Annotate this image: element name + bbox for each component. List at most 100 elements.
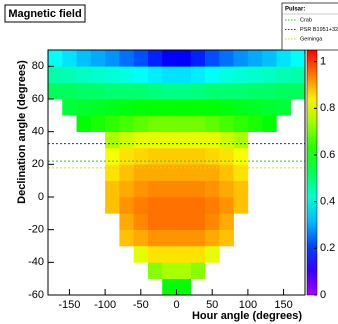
heat-cell [262, 66, 277, 83]
heat-cell [133, 82, 149, 100]
y-tick-label: -40 [28, 256, 44, 268]
heat-cell [190, 82, 206, 100]
heat-cell [147, 229, 163, 247]
heat-cell [290, 66, 306, 83]
heat-cell [205, 50, 220, 67]
heat-cell [219, 148, 234, 165]
heat-cell [190, 213, 206, 230]
heat-cell [247, 115, 263, 132]
y-tick-label: -60 [28, 289, 44, 301]
y-tick-label: 40 [32, 126, 44, 138]
heat-cell [162, 131, 177, 149]
heat-cell [233, 131, 249, 149]
heat-cell [190, 197, 206, 214]
legend-label: Crab [300, 17, 312, 23]
colorbar [306, 49, 318, 296]
heat-cell [205, 66, 220, 83]
heat-cell [90, 99, 106, 116]
heat-cell [176, 262, 192, 279]
heat-cell [48, 82, 63, 100]
heat-cell [147, 262, 163, 279]
colorbar-tick-label: 0.6 [320, 149, 335, 161]
heat-cell [90, 82, 106, 100]
heat-cell [133, 131, 149, 149]
y-tick-label: 80 [32, 60, 44, 72]
heat-cell [147, 99, 163, 116]
heat-cell [147, 82, 163, 100]
heat-cell [190, 229, 206, 247]
heat-cell [276, 99, 292, 116]
heat-cell [205, 164, 220, 181]
x-tick-label: 0 [173, 299, 179, 311]
heat-cell [133, 213, 149, 230]
colorbar-tick-label: 0 [320, 289, 326, 301]
heat-cell [147, 180, 163, 198]
heat-cell [219, 82, 234, 100]
heat-cell [133, 180, 149, 198]
heat-cell [147, 246, 163, 263]
title-box [4, 4, 86, 23]
heat-cell [105, 197, 120, 214]
heat-cell [162, 213, 177, 230]
heat-cell [90, 50, 106, 67]
heat-cell [205, 115, 220, 132]
heat-cell [162, 148, 177, 165]
heat-cell [233, 50, 249, 67]
heat-cell [176, 229, 192, 247]
heat-cell [219, 180, 234, 198]
heat-cell [119, 82, 134, 100]
heat-cell [147, 50, 163, 67]
heat-cell [119, 50, 134, 67]
heat-cell [147, 66, 163, 83]
heat-cell [119, 180, 134, 198]
heat-cell [190, 148, 206, 165]
heat-cell [176, 82, 192, 100]
heat-cell [176, 278, 192, 296]
heat-cell [205, 180, 220, 198]
heat-cell [176, 115, 192, 132]
x-tick-label: -100 [94, 299, 116, 311]
heat-cell [90, 66, 106, 83]
heat-cell [205, 213, 220, 230]
heat-cell [190, 180, 206, 198]
heat-cell [147, 115, 163, 132]
heat-cell [133, 115, 149, 132]
heat-cell [133, 197, 149, 214]
heat-cell [133, 50, 149, 67]
heat-cell [219, 99, 234, 116]
heat-cell [247, 66, 263, 83]
heat-cell [205, 131, 220, 149]
heat-cell [105, 50, 120, 67]
heat-cell [233, 115, 249, 132]
heat-cell [176, 131, 192, 149]
heat-cell [119, 229, 134, 247]
heat-cell [162, 164, 177, 181]
heat-cell [176, 148, 192, 165]
heat-cell [119, 164, 134, 181]
heat-cell [133, 66, 149, 83]
heat-cell [219, 50, 234, 67]
heat-cell [176, 164, 192, 181]
heat-cell [62, 99, 77, 116]
x-tick-label: 150 [274, 299, 292, 311]
heat-cell [147, 131, 163, 149]
heat-cell [76, 99, 92, 116]
heat-cell [162, 99, 177, 116]
heat-cell [105, 99, 120, 116]
chart-title: Magnetic field [8, 8, 81, 20]
heat-cell [219, 229, 234, 247]
heat-cell [262, 50, 277, 67]
heat-cell [105, 66, 120, 83]
heat-cell [176, 66, 192, 83]
heat-cell [247, 82, 263, 100]
heat-cell [205, 246, 220, 263]
heat-cell [119, 197, 134, 214]
heat-cell [76, 66, 92, 83]
heat-cell [233, 197, 249, 214]
heat-cell [147, 148, 163, 165]
heat-cell [105, 82, 120, 100]
heat-cell [276, 82, 292, 100]
heat-cell [205, 82, 220, 100]
colorbar-tick-label: 0.8 [320, 102, 335, 114]
colorbar-tick-label: 1 [320, 56, 326, 68]
